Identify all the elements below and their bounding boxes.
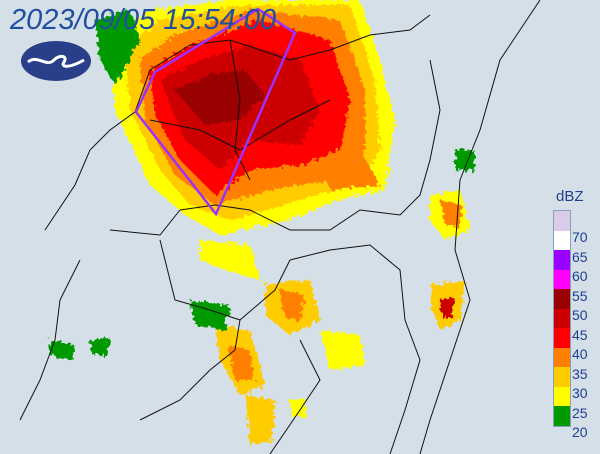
legend-swatch — [554, 269, 570, 289]
legend-label: 55 — [572, 287, 588, 304]
timestamp: 2023/09/05 15:54:00 — [10, 4, 277, 36]
legend-unit: dBZ — [556, 188, 584, 205]
legend-swatch — [554, 308, 570, 328]
precipitation-echoes — [50, 0, 475, 445]
legend-label: 20 — [572, 424, 588, 440]
legend-swatch — [554, 328, 570, 348]
legend-swatch — [554, 386, 570, 406]
legend-swatch — [554, 347, 570, 367]
legend-label: 30 — [572, 385, 588, 401]
legend-label: 70 — [572, 229, 588, 245]
legend-label: 35 — [572, 365, 588, 382]
legend-swatch — [554, 406, 570, 426]
legend-label: 50 — [572, 307, 588, 323]
legend-label: 65 — [572, 248, 588, 265]
county-boundaries — [19, 0, 541, 454]
cwb-logo-icon — [21, 41, 91, 81]
legend-label: 25 — [572, 404, 588, 421]
legend-swatch — [554, 367, 570, 387]
legend-label: 40 — [572, 346, 588, 362]
legend-label: 45 — [572, 326, 588, 343]
legend-swatch — [554, 250, 570, 270]
legend-label: 60 — [572, 268, 588, 284]
legend-swatch — [554, 230, 570, 250]
legend-swatch — [554, 289, 570, 309]
warning-polygon — [134, 7, 297, 217]
legend-color-bar — [553, 210, 571, 427]
legend-swatch — [554, 211, 570, 231]
